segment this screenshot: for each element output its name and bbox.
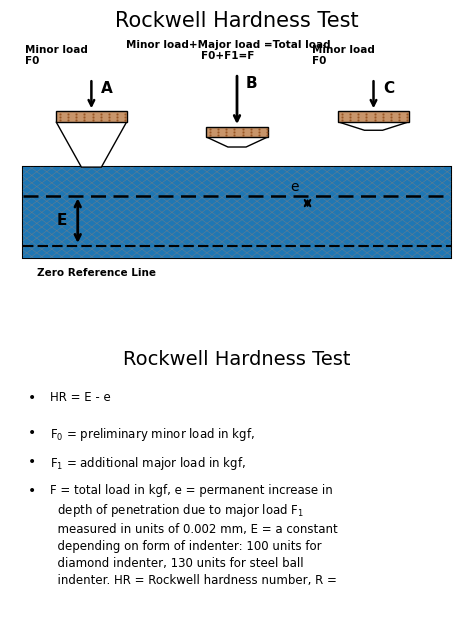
Text: •: • xyxy=(27,425,36,440)
Text: e: e xyxy=(290,180,299,194)
Text: F$_0$ = preliminary minor load in kgf,: F$_0$ = preliminary minor load in kgf, xyxy=(50,425,255,442)
Text: HR = E - e: HR = E - e xyxy=(50,391,111,404)
Text: Zero Reference Line: Zero Reference Line xyxy=(37,267,156,277)
Text: Rockwell Hardness Test: Rockwell Hardness Test xyxy=(115,11,359,32)
Text: B: B xyxy=(246,76,258,92)
Bar xyxy=(338,111,409,122)
Text: •: • xyxy=(27,483,36,498)
Text: Rockwell Hardness Test: Rockwell Hardness Test xyxy=(123,350,351,369)
Polygon shape xyxy=(206,137,268,147)
Text: •: • xyxy=(27,454,36,469)
Text: C: C xyxy=(383,82,395,97)
Text: F = total load in kgf, e = permanent increase in
  depth of penetration due to m: F = total load in kgf, e = permanent inc… xyxy=(50,483,338,586)
Bar xyxy=(56,111,127,122)
Text: Minor load
F0: Minor load F0 xyxy=(26,45,88,66)
Text: Minor load+Major load =Total load
F0+F1=F: Minor load+Major load =Total load F0+F1=… xyxy=(126,40,330,61)
Polygon shape xyxy=(56,122,127,167)
Text: A: A xyxy=(101,82,113,97)
Bar xyxy=(23,167,451,258)
Text: Minor load
F0: Minor load F0 xyxy=(312,45,375,66)
Text: •: • xyxy=(27,391,36,404)
Polygon shape xyxy=(338,122,409,130)
Bar xyxy=(206,127,268,137)
Bar xyxy=(23,167,451,258)
Text: F$_1$ = additional major load in kgf,: F$_1$ = additional major load in kgf, xyxy=(50,454,246,471)
Text: E: E xyxy=(56,213,67,228)
